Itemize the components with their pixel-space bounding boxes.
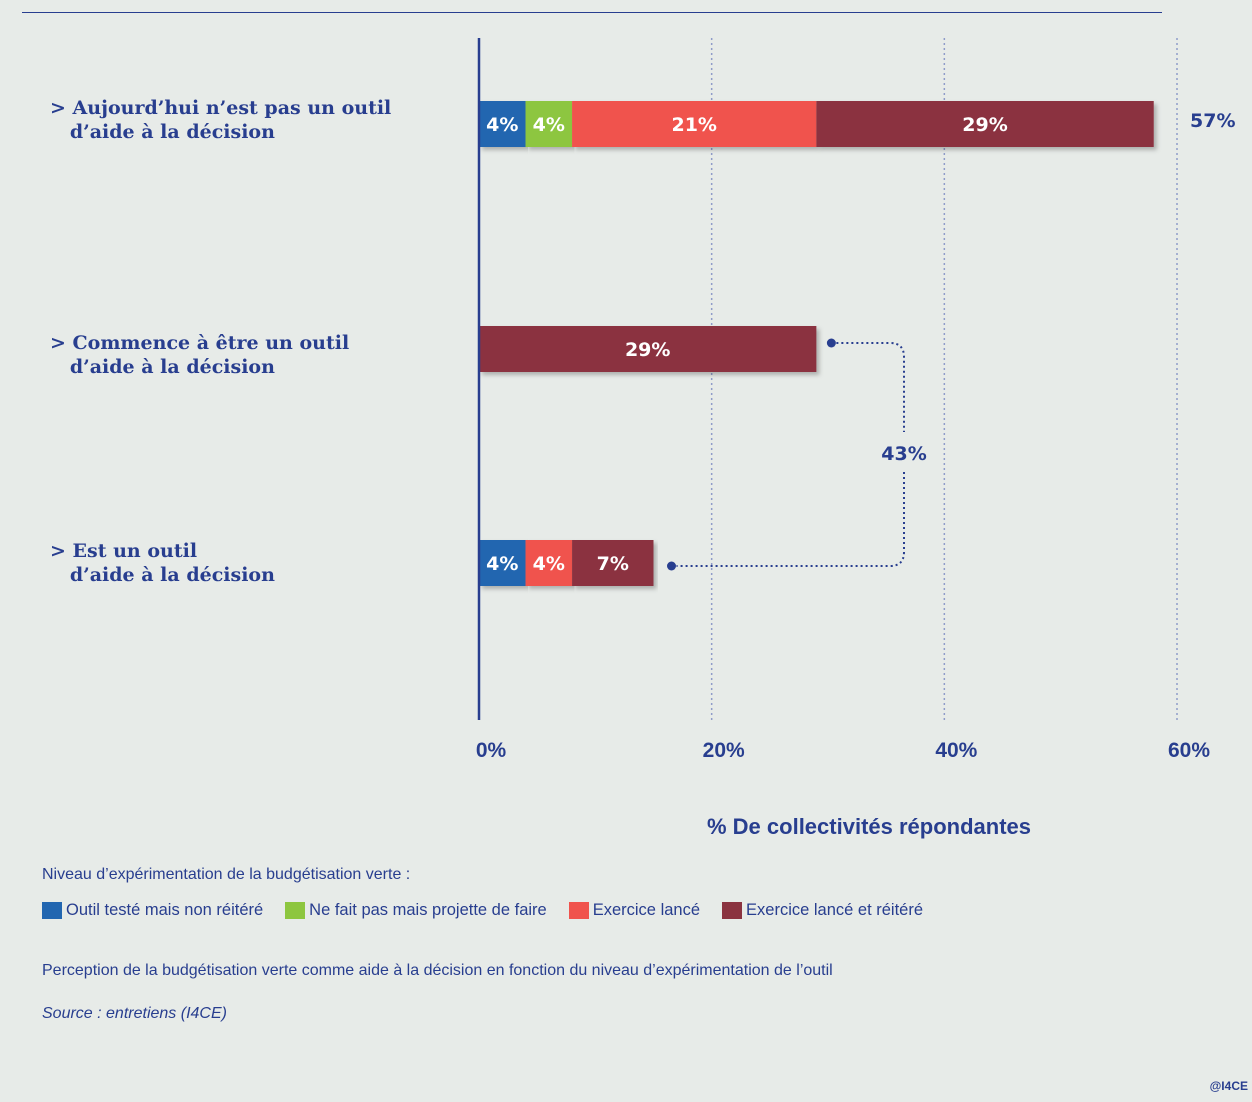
bar-segment	[525, 101, 573, 147]
bar-segment	[816, 101, 1154, 147]
bar-value-label: 4%	[486, 114, 518, 136]
bar-segment	[572, 101, 817, 147]
bar-value-label: 4%	[533, 553, 565, 575]
bar-value-label: 29%	[962, 114, 1007, 136]
bar-value-label: 7%	[597, 553, 629, 575]
total-label: 57%	[1190, 110, 1235, 132]
x-tick-label: 60%	[1168, 739, 1210, 762]
bar-segment	[525, 540, 573, 586]
bar-value-label: 4%	[533, 114, 565, 136]
legend-swatch	[568, 902, 589, 919]
legend-label: Exercice lancé	[592, 901, 701, 919]
x-axis-label: % De collectivités répondantes	[707, 814, 1031, 839]
bar-value-label: 4%	[486, 553, 518, 575]
legend-item-launched-repeated: Exercice lancé et réitéré	[722, 901, 923, 920]
legend-title: Niveau d’expérimentation de la budgétisa…	[42, 866, 411, 883]
legend-item-tested: Outil testé mais non réitéré	[42, 901, 263, 920]
bar-segment	[479, 326, 817, 372]
legend: Outil testé mais non réitéré Ne fait pas…	[42, 901, 945, 920]
bar-segment	[572, 540, 654, 586]
chart-caption: Perception de la budgétisation verte com…	[42, 962, 833, 979]
legend-label: Ne fait pas mais projette de faire	[309, 901, 547, 919]
source-note: Source : entretiens (I4CE)	[42, 1005, 227, 1022]
legend-label: Outil testé mais non réitéré	[66, 901, 264, 919]
bar-chart: 4% 4% 21% 29% 29% 4% 4% 7% 57% 43% 0% 20% 40% 60%	[476, 38, 1235, 762]
legend-item-planned: Ne fait pas mais projette de faire	[285, 901, 547, 920]
bracket-line	[676, 472, 905, 567]
bar-value-label: 21%	[671, 114, 716, 136]
bracket-label: 43%	[881, 443, 926, 465]
legend-swatch	[285, 902, 306, 919]
legend-swatch	[722, 902, 743, 919]
bracket-dot	[667, 561, 676, 571]
bar-segment	[479, 540, 526, 586]
legend-swatch	[42, 902, 62, 919]
credit: @I4CE	[1209, 1079, 1248, 1093]
legend-item-launched: Exercice lancé	[568, 901, 701, 920]
x-tick-label: 40%	[935, 739, 977, 762]
bar-segment	[479, 101, 526, 147]
category-label-is-tool: > Est un outil d’aide à la décision	[50, 540, 275, 586]
top-rule	[22, 12, 1162, 13]
category-label-becoming-tool: > Commence à être un outil d’aide à la d…	[50, 332, 350, 378]
bracket-dot	[826, 338, 836, 348]
category-label-not-tool: > Aujourd’hui n’est pas un outil d’aide …	[50, 97, 392, 143]
x-tick-label: 20%	[703, 739, 745, 762]
bracket-line	[836, 342, 905, 432]
bar-value-label: 29%	[625, 339, 670, 361]
legend-label: Exercice lancé et réitéré	[746, 901, 924, 919]
x-tick-label: 0%	[476, 739, 507, 762]
